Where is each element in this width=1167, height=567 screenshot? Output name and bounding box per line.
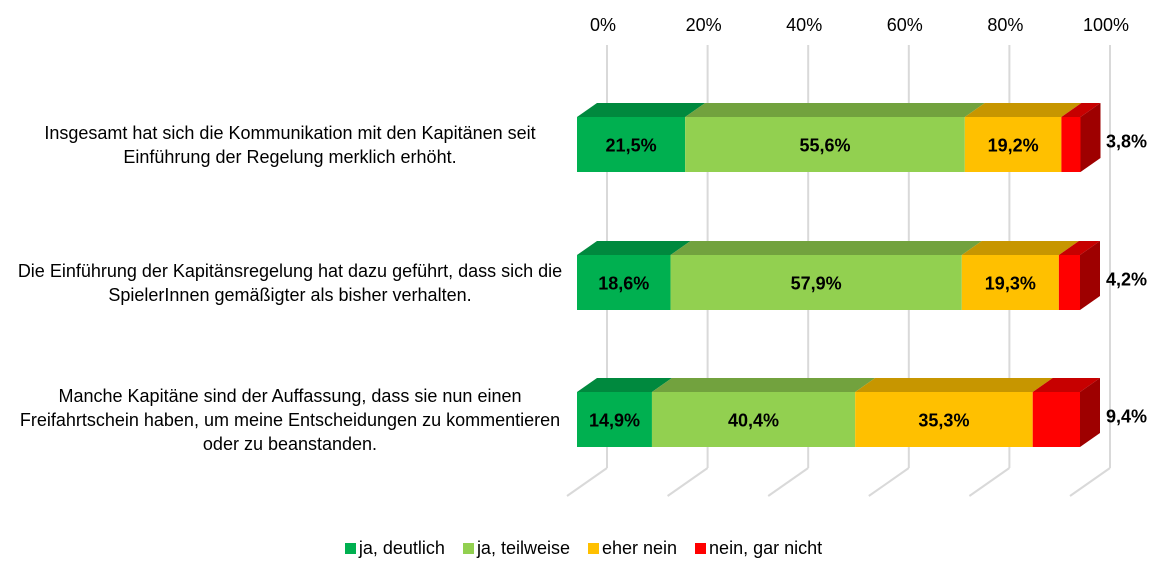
legend-swatch — [695, 543, 707, 554]
floor-line — [566, 467, 608, 497]
bar — [651, 392, 856, 447]
bar — [577, 117, 686, 172]
data-label: 3,8% — [1106, 131, 1147, 151]
bar — [670, 255, 962, 310]
category-label: Manche Kapitäne sind der Auffassung, das… — [19, 385, 561, 454]
bar-top — [1032, 378, 1100, 392]
legend-swatch — [344, 543, 356, 554]
legend-label: nein, gar nicht — [709, 538, 823, 558]
bar-top — [651, 378, 876, 392]
bar-top — [1061, 103, 1101, 117]
data-label: 14,9% — [589, 410, 640, 430]
legend: ja, deutlich ja, teilweise eher nein nein, … — [0, 538, 1167, 559]
legend-label: ja, deutlich — [358, 538, 445, 558]
legend-item: ja, deutlich — [344, 538, 445, 559]
floor-line — [1069, 467, 1111, 497]
floor-line — [667, 467, 709, 497]
data-label: 19,3% — [985, 273, 1036, 293]
data-label: 4,2% — [1106, 269, 1147, 289]
bar-side — [1080, 241, 1100, 310]
legend-swatch — [462, 543, 474, 554]
legend-item: ja, teilweise — [462, 538, 570, 559]
data-label: 21,5% — [606, 135, 657, 155]
legend-item: eher nein — [587, 538, 678, 559]
floor-line — [968, 467, 1010, 497]
data-label: 9,4% — [1106, 406, 1147, 426]
bar-top — [1058, 241, 1100, 255]
category-label: Insgesamt hat sich die Kommunikation mit… — [44, 122, 536, 167]
bar — [855, 392, 1033, 447]
bar-side — [1080, 378, 1100, 447]
bar-top — [670, 241, 982, 255]
floor-line — [767, 467, 809, 497]
legend-item: nein, gar nicht — [695, 538, 822, 559]
bar — [577, 255, 671, 310]
data-label: 55,6% — [799, 135, 850, 155]
data-label: 57,9% — [791, 273, 842, 293]
data-label: 35,3% — [918, 410, 969, 430]
data-label: 19,2% — [988, 135, 1039, 155]
x-tick-label: 0% — [590, 15, 616, 35]
bar-top — [577, 103, 706, 117]
bar — [685, 117, 965, 172]
floor-line — [868, 467, 910, 497]
bar-top — [964, 103, 1082, 117]
bar — [1061, 117, 1081, 172]
bar — [1032, 392, 1080, 447]
data-label: 18,6% — [598, 273, 649, 293]
x-tick-label: 20% — [686, 15, 722, 35]
bar-top — [685, 103, 985, 117]
x-tick-label: 60% — [887, 15, 923, 35]
bar — [1058, 255, 1080, 310]
bar-top — [961, 241, 1079, 255]
bar-top — [577, 378, 672, 392]
legend-label: eher nein — [601, 538, 678, 558]
x-tick-label: 100% — [1083, 15, 1129, 35]
bar — [961, 255, 1059, 310]
data-label: 40,4% — [728, 410, 779, 430]
bar — [577, 392, 652, 447]
bar-side — [1080, 103, 1101, 172]
category-label: Die Einführung der Kapitänsregelung hat … — [17, 260, 563, 305]
legend-label: ja, teilweise — [476, 538, 570, 558]
x-tick-label: 80% — [987, 15, 1023, 35]
x-tick-label: 40% — [786, 15, 822, 35]
bar-top — [855, 378, 1053, 392]
legend-swatch — [587, 543, 599, 554]
bar — [964, 117, 1062, 172]
bar-top — [577, 241, 691, 255]
